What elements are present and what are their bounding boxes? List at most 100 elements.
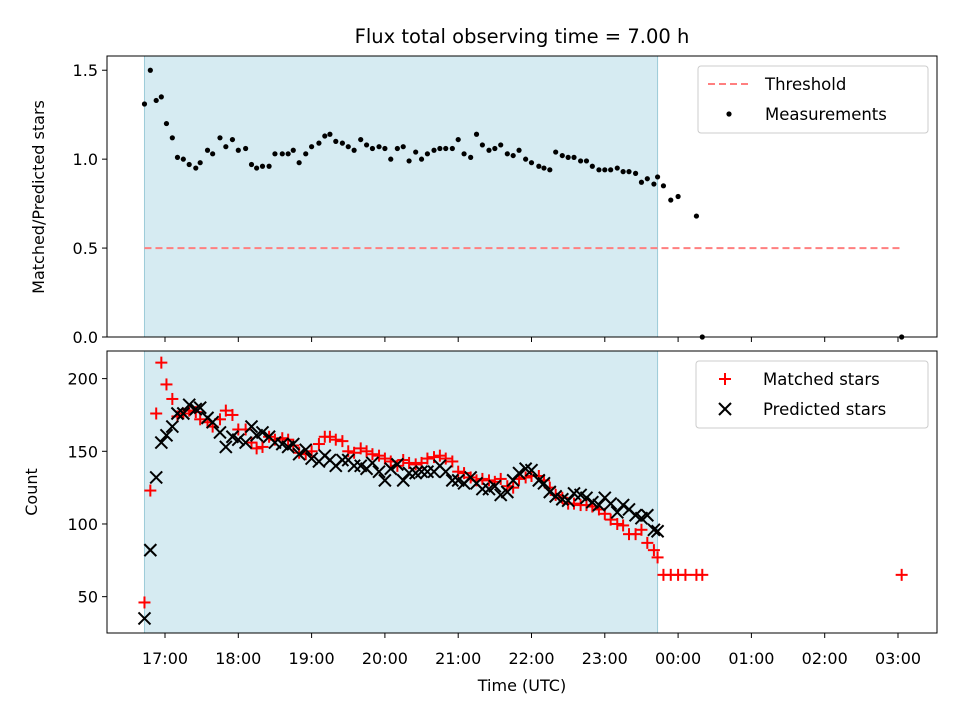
predicted-star-point <box>149 470 163 485</box>
measurement-point <box>632 170 639 176</box>
matched-star-point <box>679 568 692 581</box>
matched-star-point <box>329 433 342 446</box>
measurement-point <box>654 174 661 180</box>
matched-star-point <box>155 356 168 369</box>
measurement-point <box>638 179 645 185</box>
measurement-point <box>316 140 322 146</box>
predicted-star-point <box>488 479 502 493</box>
measurement-point <box>668 197 674 203</box>
measurement-point <box>626 169 632 175</box>
legend-measurements-swatch <box>726 111 732 117</box>
measurement-point <box>516 147 522 153</box>
x-tick-label: 20:00 <box>362 649 408 668</box>
matched-star-point <box>446 455 459 468</box>
measurement-point <box>229 136 236 143</box>
measurement-point <box>400 144 406 150</box>
measurement-point <box>437 145 443 152</box>
matched-star-point <box>641 536 654 549</box>
measurement-point <box>243 145 249 152</box>
predicted-star-point <box>414 464 429 479</box>
measurement-point <box>141 101 148 107</box>
count-y-tick-label: 50 <box>78 588 98 607</box>
predicted-star-point <box>494 488 508 502</box>
measurement-point <box>596 167 602 173</box>
predicted-star-point <box>182 398 196 412</box>
measurement-point <box>620 169 626 175</box>
matched-star-point <box>373 449 386 462</box>
predicted-star-point <box>286 437 300 451</box>
predicted-star-point <box>445 473 460 488</box>
matched-star-point <box>458 467 471 480</box>
x-tick-label: 18:00 <box>215 649 261 668</box>
predicted-star-point <box>640 508 655 522</box>
x-tick-label: 00:00 <box>655 649 701 668</box>
measurement-point <box>523 156 529 162</box>
predicted-star-point <box>170 406 185 421</box>
predicted-star-point <box>384 462 398 476</box>
measurement-point <box>608 167 614 173</box>
matched-star-point <box>336 435 349 448</box>
matched-star-point <box>166 392 179 405</box>
x-tick-label: 22:00 <box>508 649 554 668</box>
ratio-panel-frame <box>106 55 938 338</box>
measurement-point <box>158 94 164 100</box>
measurement-point <box>565 154 571 160</box>
measurement-point <box>296 160 302 166</box>
measurement-point <box>186 161 192 168</box>
predicted-star-point <box>213 425 227 440</box>
count-y-tick-label: 100 <box>67 515 98 534</box>
matched-star-point <box>604 513 617 526</box>
x-tick-labels: 17:00 18:00 19:00 20:00 21:00 22:00 23:00 00:00… <box>142 649 921 668</box>
measurement-point <box>303 151 309 157</box>
matched-star-point <box>519 471 532 484</box>
matched-star-point <box>403 456 416 469</box>
matched-star-point <box>366 448 379 461</box>
matched-star-point <box>507 481 520 494</box>
matched-star-point <box>323 430 336 443</box>
matched-star-point <box>895 568 908 581</box>
ratio-panel-shaded-interval <box>144 56 658 337</box>
measurement-point <box>204 147 211 153</box>
x-axis-label: Time (UTC) <box>477 676 566 695</box>
predicted-star-point <box>378 473 392 488</box>
measurement-point <box>210 151 216 157</box>
predicted-star-point <box>616 498 630 512</box>
matched-star-point <box>160 378 173 391</box>
matched-star-point <box>194 413 207 426</box>
matched-star-point <box>360 445 373 458</box>
measurement-point <box>217 135 223 141</box>
matched-star-point <box>348 446 361 459</box>
matched-star-point <box>219 404 232 417</box>
predicted-star-point <box>650 524 665 538</box>
predicted-star-point <box>585 495 600 509</box>
predicted-star-point <box>548 489 563 504</box>
predicted-star-point <box>244 419 259 434</box>
measurement-point <box>693 213 700 219</box>
measurement-point <box>479 142 485 148</box>
matched-star-point <box>696 568 709 581</box>
measurement-point <box>345 144 351 150</box>
predicted-star-point <box>579 491 594 505</box>
matched-star-point <box>635 523 648 536</box>
measurement-point <box>197 160 203 166</box>
ratio-panel-ticks: 0.0 0.5 1.0 1.5 <box>73 56 899 347</box>
predicted-star-point <box>365 456 380 470</box>
count-panel-frame <box>106 350 938 634</box>
ratio-panel-ylabel: Matched/Predicted stars <box>29 100 48 294</box>
measurement-point <box>322 133 328 139</box>
matched-star-point <box>617 519 630 532</box>
matched-star-point <box>378 452 391 465</box>
matched-star-point <box>312 438 325 451</box>
measurement-point <box>510 152 516 159</box>
measurement-point <box>541 165 547 171</box>
measurement-point <box>406 158 412 164</box>
measurement-point <box>486 147 492 153</box>
measurement-point <box>180 156 186 162</box>
measurement-point <box>290 147 296 153</box>
matched-star-point <box>138 596 151 609</box>
matched-star-point <box>144 484 157 497</box>
measurement-point <box>559 152 565 159</box>
measurement-point <box>309 144 315 150</box>
matched-star-point <box>439 452 452 465</box>
